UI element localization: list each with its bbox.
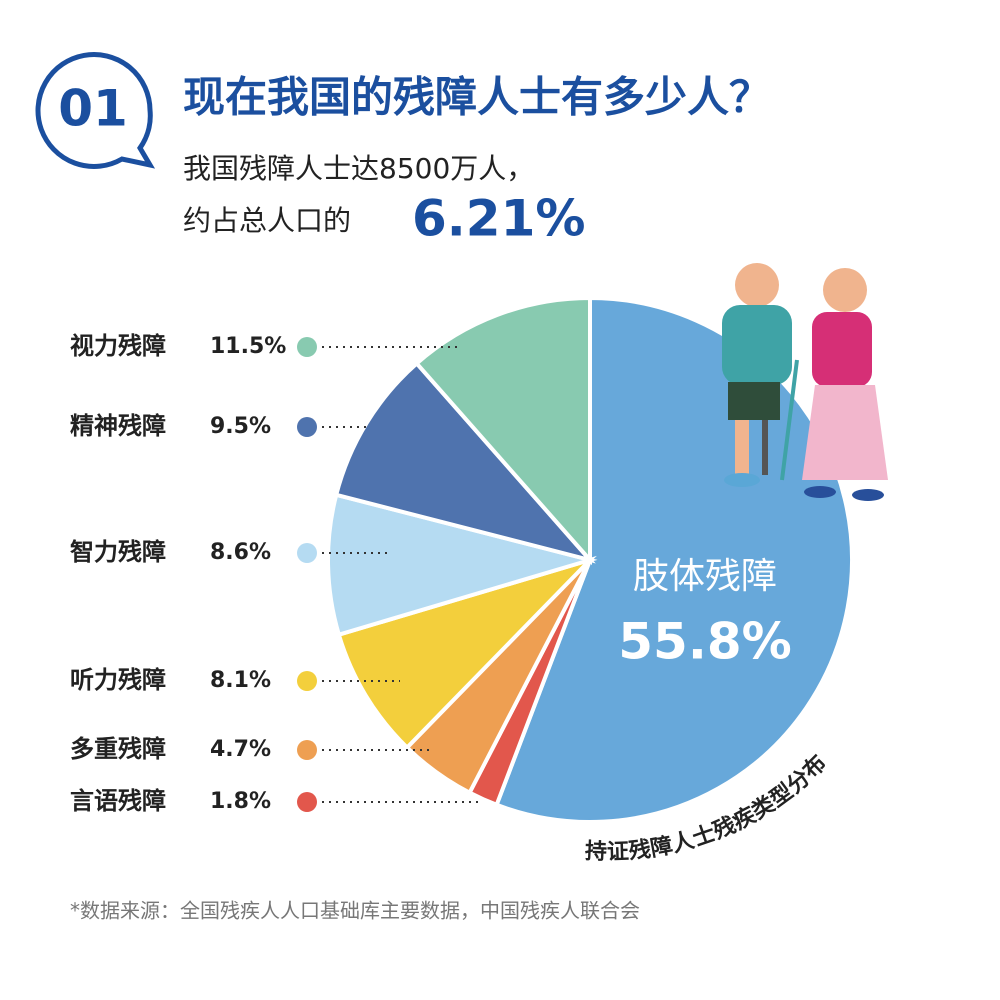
illustration <box>722 263 888 501</box>
legend-label: 智力残障 <box>70 538 166 566</box>
subtitle-line: 我国残障人士达8500万人， <box>183 152 534 185</box>
subtitle-line: 约占总人口的 <box>183 204 351 237</box>
title: 现在我国的残障人士有多少人？ <box>183 73 771 122</box>
legend-value: 8.1% <box>210 668 271 693</box>
legend-label: 言语残障 <box>70 787 166 815</box>
legend-value: 11.5% <box>210 334 286 359</box>
legend-dot <box>297 417 317 437</box>
legend-value: 4.7% <box>210 737 271 762</box>
pie-slice <box>326 492 598 638</box>
highlight-number: 6.21% <box>412 190 585 248</box>
badge: 01 <box>35 52 156 169</box>
legend-label: 多重残障 <box>70 735 166 763</box>
slice-value: 55.8% <box>618 613 791 671</box>
legend-dot <box>297 337 317 357</box>
legend-value: 8.6% <box>210 540 271 565</box>
pie-slice <box>333 360 596 564</box>
legend-value: 9.5% <box>210 414 271 439</box>
legend-label: 听力残障 <box>70 666 166 694</box>
pie-slice <box>413 295 592 566</box>
pie <box>326 295 854 824</box>
slice-label: 肢体残障 <box>633 556 777 597</box>
pie-slice <box>336 555 597 751</box>
legend-dot <box>297 792 317 812</box>
legend-label: 精神残障 <box>70 412 166 440</box>
legend-label: 视力残障 <box>70 332 166 360</box>
badge-number: 01 <box>58 80 128 138</box>
source-note: *数据来源：全国残疾人人口基础库主要数据，中国残疾人联合会 <box>70 899 640 923</box>
legend-value: 1.8% <box>210 789 271 814</box>
legend-dot <box>297 740 317 760</box>
legend-dot <box>297 671 317 691</box>
legend-dot <box>297 543 317 563</box>
